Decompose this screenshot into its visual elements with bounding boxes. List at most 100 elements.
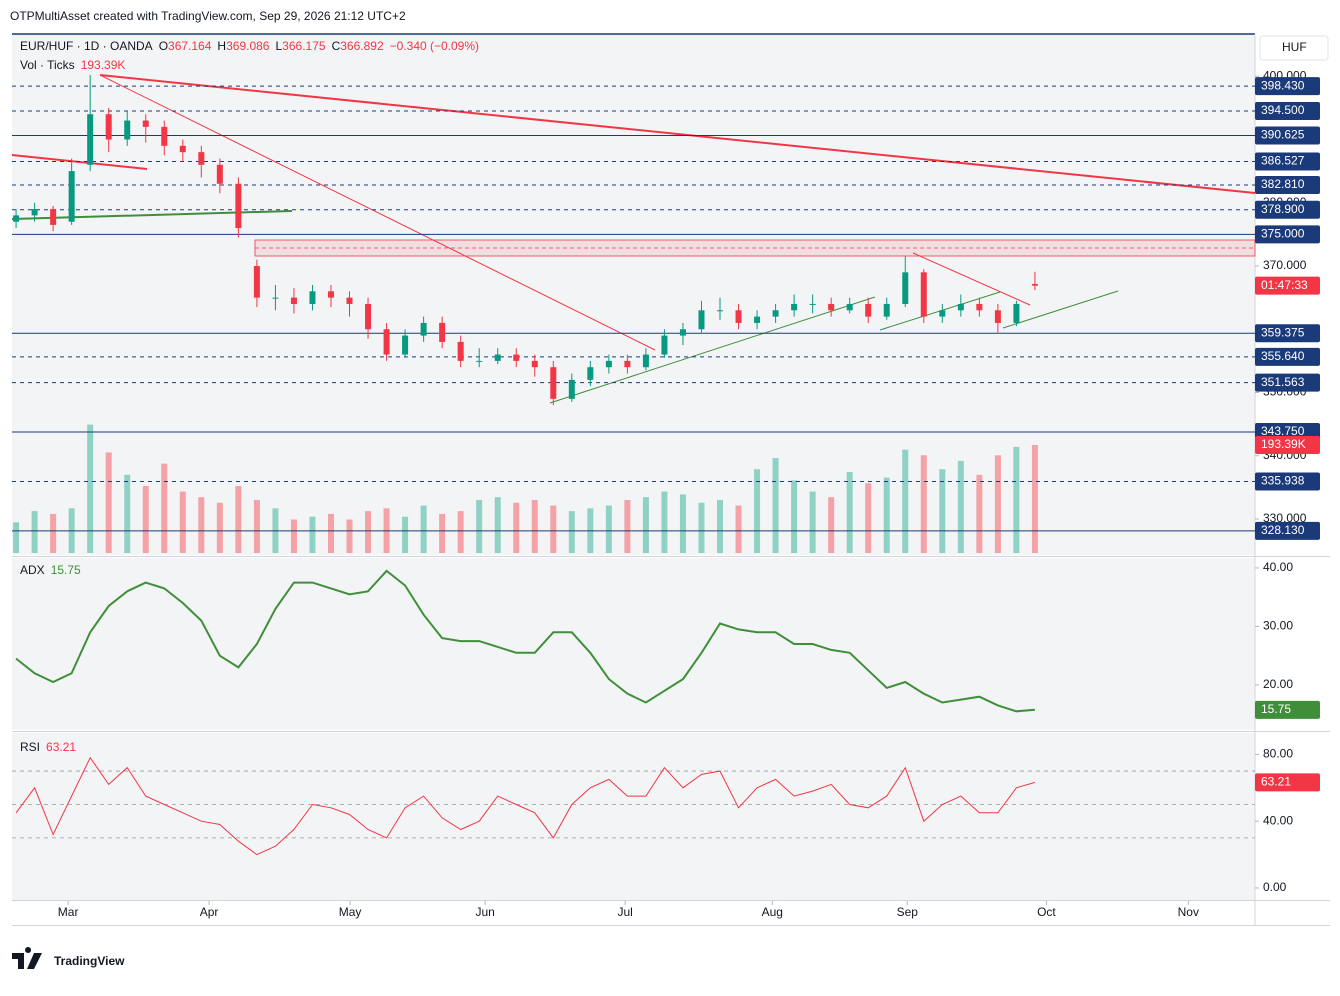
candle-body	[87, 114, 94, 165]
level-label: 394.500	[1261, 103, 1305, 117]
level-label: 386.527	[1261, 154, 1305, 168]
y-tick-label: 20.00	[1263, 677, 1293, 691]
level-box	[1255, 347, 1320, 366]
candle-body	[105, 114, 112, 140]
trend-line	[11, 210, 293, 220]
x-tick-label: Mar	[58, 905, 79, 919]
volume-bar	[327, 513, 334, 553]
candle-body	[439, 322, 446, 342]
y-tick-label: 0.00	[1263, 880, 1287, 894]
h-label: H	[217, 39, 226, 53]
candle-body	[50, 209, 57, 225]
volume-bar	[161, 463, 168, 553]
volume-bar	[994, 455, 1001, 553]
countdown-box	[1255, 276, 1320, 295]
trend-line	[549, 296, 876, 404]
volume-bar	[420, 505, 427, 553]
candle-body	[754, 316, 761, 323]
volume-bar	[957, 460, 964, 553]
volume-bar	[976, 474, 983, 553]
candle-body	[457, 341, 464, 361]
y-tick-label: 40.00	[1263, 560, 1293, 574]
candle-body	[124, 120, 131, 140]
trend-line	[912, 252, 1031, 306]
indicator-line	[15, 756, 1036, 856]
level-box	[1255, 472, 1320, 491]
change: −0.340 (−0.09%)	[390, 39, 479, 53]
volume-bar	[457, 511, 464, 553]
volume-value-label: 193.39K	[1261, 437, 1306, 451]
adx-pane	[12, 558, 1255, 730]
volume-bar	[105, 452, 112, 553]
adx-value: 15.75	[51, 563, 81, 577]
volume-bar	[198, 497, 205, 553]
level-box	[1255, 324, 1320, 343]
x-tick-label: Jun	[475, 905, 494, 919]
volume-bar	[50, 513, 57, 553]
candle-body	[309, 291, 316, 304]
x-tick-label: Aug	[762, 905, 783, 919]
volume-bar	[216, 502, 223, 553]
price-pane	[12, 34, 1255, 555]
level-label: 398.430	[1261, 78, 1305, 92]
level-box	[1255, 175, 1320, 194]
x-tick-label: Nov	[1178, 905, 1199, 919]
volume-bar	[309, 516, 316, 553]
volume-bar	[476, 499, 483, 553]
rsi-pane	[12, 733, 1255, 900]
volume-bar	[642, 497, 649, 553]
volume-bar	[494, 497, 501, 553]
indicator-value-label: 15.75	[1261, 702, 1291, 716]
level-label: 335.938	[1261, 474, 1305, 488]
candle-body	[920, 272, 927, 317]
candle-body	[31, 209, 38, 216]
currency-box	[1259, 35, 1329, 61]
volume-bar	[1031, 445, 1038, 553]
volume-bar	[365, 511, 372, 553]
x-tick-label: May	[339, 905, 362, 919]
candle-body	[420, 322, 427, 336]
candle-body	[976, 303, 983, 311]
volume-bar	[13, 522, 20, 553]
credit: OTPMultiAsset created with TradingView.c…	[10, 9, 406, 23]
candle-body	[661, 335, 668, 355]
volume-bar	[142, 485, 149, 553]
volume-bar	[920, 455, 927, 553]
volume-value-box	[1255, 436, 1320, 455]
level-label: 378.900	[1261, 202, 1305, 216]
volume-bar	[717, 499, 724, 553]
volume-bar	[253, 499, 260, 553]
volume-label: Vol · Ticks	[20, 58, 75, 72]
y-tick-label: 30.00	[1263, 619, 1293, 633]
volume-bar	[568, 511, 575, 553]
level-label: 343.750	[1261, 424, 1305, 438]
volume-bar	[698, 502, 705, 553]
candle-body	[957, 303, 964, 311]
candle-body	[476, 360, 483, 362]
volume-value: 193.39K	[81, 58, 126, 72]
level-box	[1255, 225, 1320, 244]
candle-body	[198, 152, 205, 165]
candle-body	[994, 310, 1001, 323]
volume-bar	[402, 516, 409, 553]
candle-body	[253, 266, 260, 298]
logo-text: TradingView	[54, 954, 125, 968]
volume-bar	[902, 449, 909, 553]
c-value: 366.892	[340, 39, 384, 53]
candle-body	[1031, 283, 1038, 286]
level-box	[1255, 373, 1320, 392]
candle-body	[216, 164, 223, 184]
adx-legend: ADX 15.75	[20, 563, 81, 577]
candle-body	[272, 297, 279, 299]
volume-legend: Vol · Ticks 193.39K	[20, 58, 125, 72]
candle-body	[939, 310, 946, 317]
volume-bar	[679, 494, 686, 553]
candle-body	[883, 303, 890, 317]
rsi-value: 63.21	[46, 740, 76, 754]
candle-body	[1013, 303, 1020, 323]
countdown-label: 01:47:33	[1261, 278, 1308, 292]
rsi-name: RSI	[20, 740, 40, 754]
h-value: 369.086	[226, 39, 270, 53]
logo: TradingView	[12, 947, 125, 969]
